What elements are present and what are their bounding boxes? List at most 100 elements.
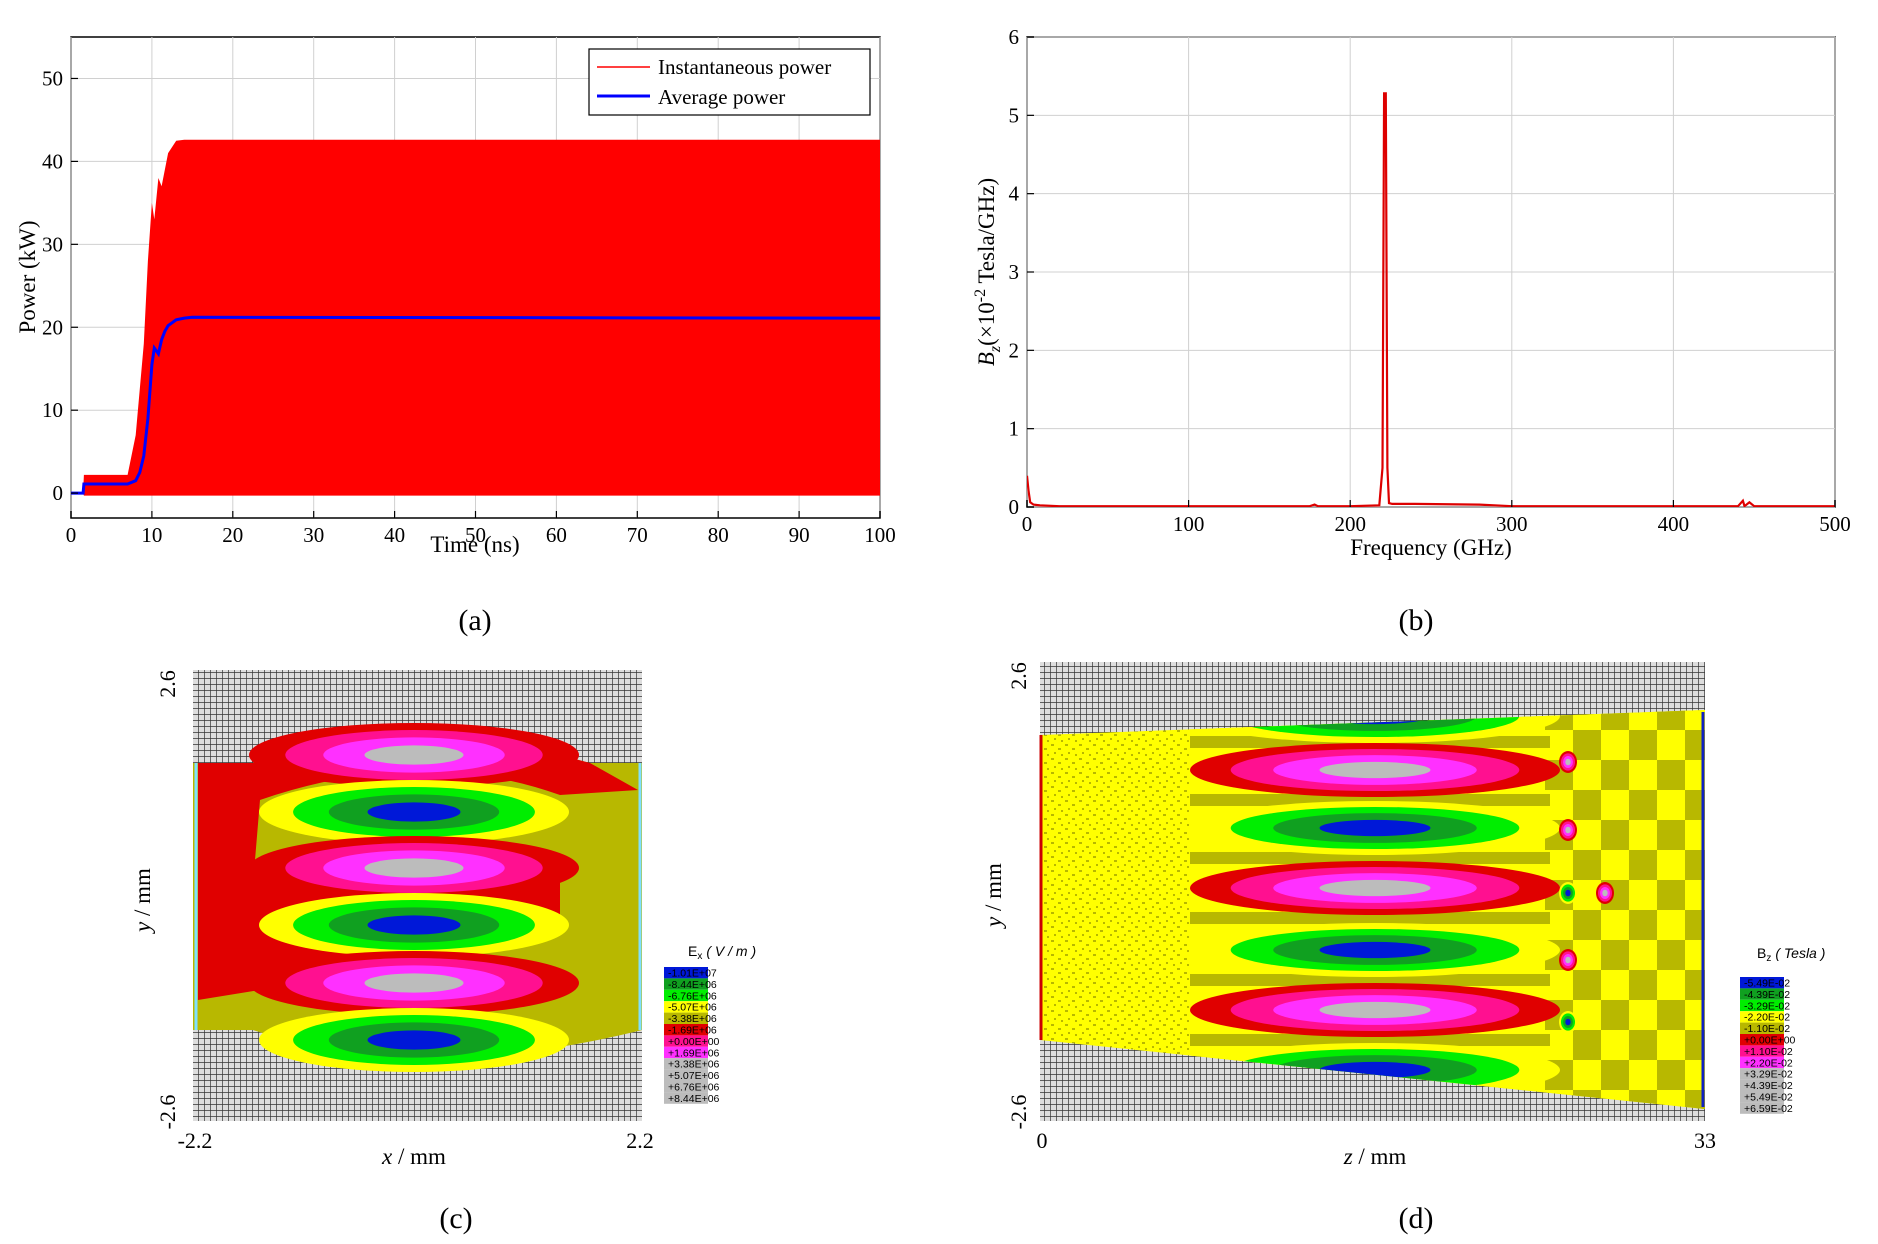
y-tick-label: 0 xyxy=(1009,495,1020,519)
x-tick-label: 0 xyxy=(1022,512,1033,536)
panel-d-checkerboard xyxy=(1545,710,1705,1109)
panel-b-x-axis-label: Frequency (GHz) xyxy=(1350,535,1512,560)
panel-c-colorbar: Ex( V / m ) -1.01E+07-8.44E+06-6.76E+06-… xyxy=(664,943,756,1105)
y-label-tail: Tesla/GHz) xyxy=(974,178,999,289)
colorbar-swatch xyxy=(1740,1068,1784,1080)
colorbar-swatch xyxy=(1740,1045,1784,1057)
panel-d: 2.6 -2.6 0 33 z / mm y / mm Bz( Tesla ) … xyxy=(981,662,1825,1235)
colorbar-level-label: -8.44E+06 xyxy=(668,979,717,991)
panel-b-caption: (b) xyxy=(1399,604,1434,637)
y-tick-label: 0 xyxy=(53,481,64,505)
field-lobe xyxy=(1319,819,1431,837)
colorbar-swatch xyxy=(1740,1034,1784,1046)
checker-cell xyxy=(1685,1090,1705,1109)
panel-a-y-ticks: 0 10 20 30 40 50 xyxy=(42,66,78,505)
colorbar-level-label: +4.39E-02 xyxy=(1744,1080,1793,1092)
colorbar-swatch xyxy=(664,1092,708,1104)
legend-label-instantaneous: Instantaneous power xyxy=(658,55,831,79)
checker-cell xyxy=(1573,910,1601,940)
y-var: y xyxy=(130,921,155,934)
x-tick-label: 300 xyxy=(1496,512,1528,536)
checker-cell xyxy=(1685,730,1705,760)
y-tick-label: 1 xyxy=(1009,417,1020,441)
colorbar-swatch xyxy=(664,967,708,979)
field-lobe xyxy=(1565,826,1571,834)
checker-cell xyxy=(1601,940,1629,970)
x-tick-label: 200 xyxy=(1334,512,1366,536)
y-tick-label: 2 xyxy=(1009,338,1020,362)
y-unit: / mm xyxy=(130,868,155,922)
checker-cell xyxy=(1573,790,1601,820)
panel-d-y-tick-bottom: -2.6 xyxy=(1006,1095,1031,1130)
colorbar-title-main: B xyxy=(1757,945,1766,961)
colorbar-swatches: -1.01E+07-8.44E+06-6.76E+06-5.07E+06-3.3… xyxy=(664,967,720,1105)
colorbar-swatch xyxy=(664,978,708,990)
colorbar-level-label: +1.69E+06 xyxy=(668,1047,720,1059)
panel-d-x-tick-right: 33 xyxy=(1694,1128,1716,1153)
x-tick-label: 0 xyxy=(66,523,77,547)
colorbar-swatch xyxy=(664,1058,708,1070)
panel-d-x-axis-label: z / mm xyxy=(1343,1144,1407,1169)
y-label-main: B xyxy=(974,352,999,366)
x-var: z xyxy=(1343,1144,1353,1169)
panel-c-caption: (c) xyxy=(439,1202,472,1235)
colorbar-swatch xyxy=(1740,999,1784,1012)
checker-cell xyxy=(1601,760,1629,790)
colorbar-swatch xyxy=(664,1046,708,1059)
panel-a-x-ticks: 0 10 20 30 40 50 60 70 80 90 100 xyxy=(66,511,896,547)
band xyxy=(1190,912,1550,924)
checker-cell xyxy=(1685,1030,1705,1060)
average-power-series xyxy=(71,315,880,495)
checker-cell xyxy=(1657,760,1685,790)
colorbar-swatch xyxy=(1740,988,1784,1000)
colorbar-swatch xyxy=(1740,977,1784,989)
y-tick-label: 40 xyxy=(42,149,63,173)
field-lobe xyxy=(364,858,464,878)
y-label-sub: z xyxy=(987,345,1004,353)
colorbar-title-sub: z xyxy=(1766,953,1771,964)
colorbar-level-label: -1.10E-02 xyxy=(1744,1023,1790,1035)
checker-cell xyxy=(1685,910,1705,940)
colorbar-level-label: -5.49E-02 xyxy=(1744,978,1790,990)
band xyxy=(1190,852,1550,864)
panel-c: 2.6 -2.6 -2.2 2.2 x / mm y / mm Ex ( V / … xyxy=(130,670,756,1235)
x-unit: / mm xyxy=(1353,1144,1407,1169)
y-tick-label: 6 xyxy=(1009,25,1020,49)
panel-d-y-tick-top: 2.6 xyxy=(1006,662,1031,690)
panel-a-x-axis-label: Time (ns) xyxy=(430,532,519,557)
colorbar-level-label: -6.76E+06 xyxy=(668,990,717,1002)
checker-cell xyxy=(1657,710,1685,730)
panel-d-bands xyxy=(1190,736,1550,1046)
field-lobe xyxy=(1319,1001,1431,1019)
checker-cell xyxy=(1657,820,1685,850)
panel-d-y-axis-label: y / mm xyxy=(981,863,1006,929)
colorbar-level-label: +5.49E-02 xyxy=(1744,1092,1793,1104)
field-lobe xyxy=(1565,889,1571,897)
colorbar-swatch xyxy=(664,1081,708,1093)
colorbar-swatch xyxy=(1740,1079,1784,1091)
field-lobe xyxy=(1319,941,1431,959)
field-lobe xyxy=(1565,758,1571,766)
colorbar-swatches: -5.49E-02-4.39E-02-3.29E-02-2.20E-02-1.1… xyxy=(1740,977,1796,1115)
colorbar-swatch xyxy=(1740,1022,1784,1034)
y-tick-label: 30 xyxy=(42,232,63,256)
x-tick-label: 500 xyxy=(1819,512,1851,536)
checker-cell xyxy=(1601,1000,1629,1030)
panel-c-y-tick-bottom: -2.6 xyxy=(155,1095,180,1130)
x-tick-label: 60 xyxy=(546,523,567,547)
x-var: x xyxy=(381,1144,393,1169)
y-tick-label: 4 xyxy=(1009,182,1020,206)
checker-cell xyxy=(1573,730,1601,760)
checker-cell xyxy=(1629,970,1657,1000)
panel-d-x-tick-left: 0 xyxy=(1037,1128,1048,1153)
colorbar-level-label: -3.29E-02 xyxy=(1744,1000,1790,1012)
panel-c-y-tick-top: 2.6 xyxy=(155,670,180,698)
x-tick-label: 400 xyxy=(1658,512,1690,536)
checker-cell xyxy=(1657,880,1685,910)
colorbar-level-label: +0.00E+00 xyxy=(668,1036,720,1048)
checker-cell xyxy=(1685,970,1705,1000)
colorbar-level-label: -5.07E+06 xyxy=(668,1002,717,1014)
x-tick-label: 20 xyxy=(222,523,243,547)
colorbar-swatch xyxy=(664,1001,708,1013)
y-tick-label: 20 xyxy=(42,315,63,339)
